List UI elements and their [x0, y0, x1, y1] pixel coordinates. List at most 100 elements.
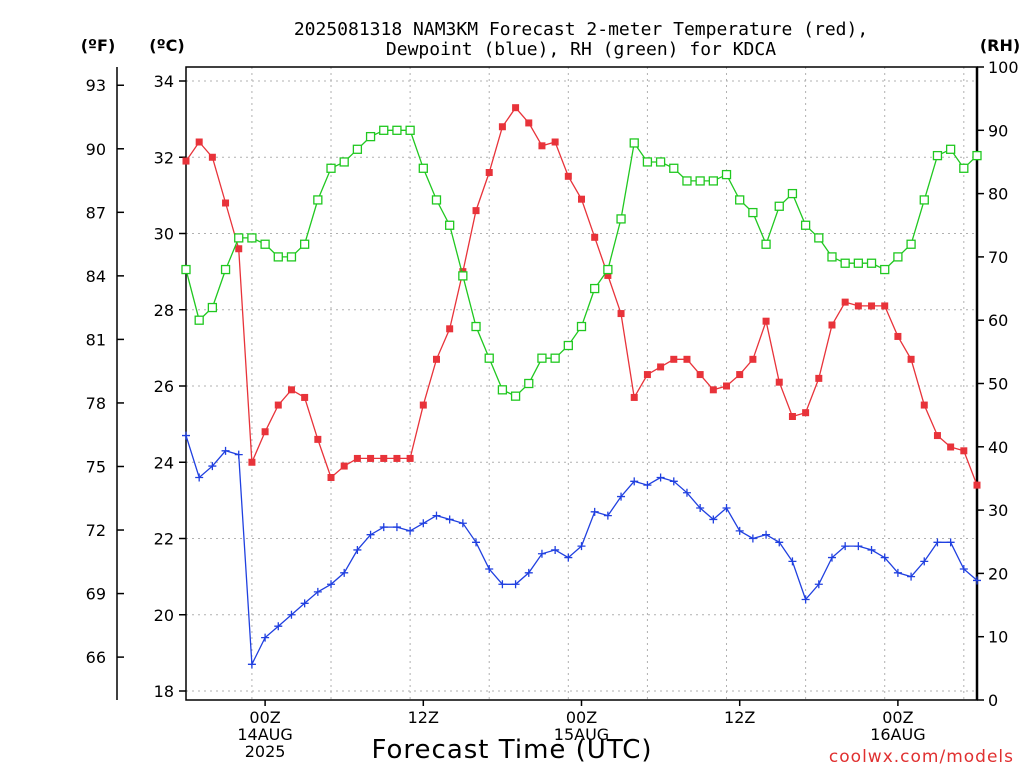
temperature-point: [709, 386, 717, 394]
fahrenheit-tick-label: 87: [86, 203, 106, 222]
rh-point: [840, 258, 850, 268]
temperature-point: [512, 104, 520, 112]
rh-point: [774, 201, 784, 211]
dewpoint-point: [590, 507, 599, 516]
fahrenheit-tick-label: 69: [86, 585, 106, 604]
temperature-point: [340, 462, 348, 470]
rh-point: [853, 258, 863, 268]
dewpoint-point: [195, 473, 204, 482]
temperature-point: [367, 454, 375, 462]
fahrenheit-tick-label: 81: [86, 330, 106, 349]
rh-point: [629, 138, 639, 148]
rh-point: [379, 125, 389, 135]
rh-point: [392, 125, 402, 135]
dewpoint-point: [722, 504, 731, 512]
chart-title-line2: Dewpoint (blue), RH (green) for KDCA: [386, 39, 776, 60]
temperature-point: [907, 355, 915, 363]
dewpoint-point: [458, 519, 467, 528]
rh-point: [800, 220, 811, 230]
x-tick-label: 00Z: [882, 708, 913, 727]
temperature-point: [630, 393, 638, 401]
dewpoint-point: [379, 523, 388, 532]
x-tick-label: 2025: [245, 742, 286, 761]
rh-tick-label: 70: [988, 248, 1008, 267]
fahrenheit-tick-label: 66: [86, 648, 106, 667]
dewpoint-point: [973, 576, 981, 585]
dewpoint-point: [841, 542, 850, 551]
dewpoint-point: [656, 473, 665, 482]
rh-tick-label: 100: [988, 58, 1019, 77]
temperature-point: [406, 454, 414, 462]
rh-point: [339, 157, 349, 167]
temperature-point: [419, 401, 427, 409]
dewpoint-point: [498, 580, 507, 589]
x-tick-label: 00Z: [249, 708, 280, 727]
rh-point: [787, 188, 798, 199]
temperature-point: [327, 474, 335, 481]
dewpoint-point: [221, 446, 230, 455]
temperature-point: [749, 355, 757, 363]
dewpoint-point: [511, 580, 520, 589]
celsius-tick-label: 26: [154, 377, 174, 396]
unit-label-celsius: (ºC): [149, 36, 184, 55]
dewpoint-point: [472, 538, 481, 547]
x-tick-label: 00Z: [566, 708, 597, 727]
temperature-point: [696, 371, 704, 379]
temperature-point: [538, 142, 546, 150]
dewpoint-point: [920, 557, 929, 566]
rh-point: [695, 176, 705, 186]
temperature-point: [498, 123, 506, 131]
temperature-point: [920, 401, 928, 409]
rh-point: [945, 144, 956, 154]
rh-point: [365, 131, 376, 142]
celsius-tick-label: 30: [154, 225, 174, 244]
celsius-tick-label: 24: [154, 453, 174, 472]
rh-point: [893, 252, 903, 262]
fahrenheit-tick-label: 90: [86, 140, 106, 159]
credit-text: coolwx.com/models: [829, 747, 1014, 767]
temperature-point: [380, 454, 388, 462]
dewpoint-point: [353, 545, 362, 554]
temperature-point: [723, 382, 731, 390]
dewpoint-point: [814, 580, 823, 589]
rh-point: [273, 252, 283, 262]
rh-point: [497, 385, 508, 395]
dewpoint-point: [445, 515, 454, 524]
rh-tick-label: 20: [988, 564, 1008, 583]
dewpoint-point: [682, 488, 691, 497]
dewpoint-point: [274, 622, 283, 631]
rh-point: [827, 252, 837, 262]
rh-point: [326, 163, 336, 173]
celsius-tick-label: 18: [154, 682, 174, 701]
temperature-point: [881, 302, 889, 310]
temperature-point: [393, 454, 401, 462]
dewpoint-point: [551, 545, 560, 554]
axes: 18 20 22 24 26 28 30 32 34 66 69 72 75 78 81 84 87 90 93 0 1…: [86, 58, 1019, 761]
rh-tick-label: 30: [988, 501, 1008, 520]
dewpoint-point: [406, 526, 415, 535]
celsius-tick-label: 34: [154, 72, 174, 91]
dewpoint-point: [959, 565, 968, 573]
temperature-point: [828, 321, 836, 329]
dewpoint-point: [287, 610, 296, 619]
dewpoint-point: [854, 542, 863, 551]
celsius-tick-label: 22: [154, 530, 174, 549]
rh-tick-label: 10: [988, 628, 1008, 647]
dewpoint-point: [762, 530, 771, 539]
rh-point: [603, 264, 613, 275]
temperature-point: [736, 371, 744, 379]
rh-point: [959, 163, 969, 173]
unit-label-rh: (RH): [980, 36, 1020, 55]
temperature-point: [446, 325, 454, 333]
rh-point: [405, 125, 415, 135]
rh-point: [299, 239, 310, 249]
temperature-point: [657, 363, 665, 371]
rh-point: [642, 157, 653, 167]
fahrenheit-tick-label: 72: [86, 521, 106, 540]
temperature-point: [670, 355, 678, 363]
rh-tick-label: 0: [988, 691, 998, 710]
dewpoint-point: [327, 580, 336, 589]
fahrenheit-tick-label: 84: [86, 267, 106, 286]
temperature-point: [432, 355, 440, 363]
